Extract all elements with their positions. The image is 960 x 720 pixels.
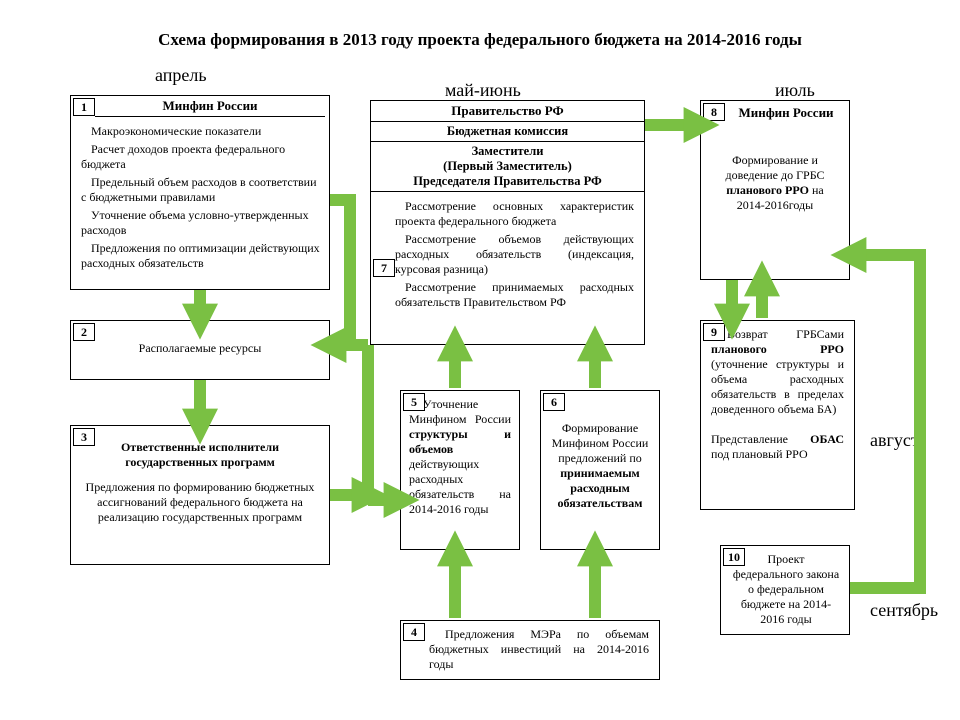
node-7-p2: Рассмотрение объемов действующих расходн… [395,232,634,277]
node-7-h3b: (Первый Заместитель) [375,159,640,174]
node-7-p3: Рассмотрение принимаемых расходных обяза… [395,280,634,310]
node-1-number: 1 [73,98,95,116]
node-7-body: Рассмотрение основных характеристик прое… [371,192,644,317]
node-7-h3a: Заместители [375,144,640,159]
node-8-number: 8 [703,103,725,121]
node-7-h2: Бюджетная комиссия [371,122,644,142]
node-8-title: Минфин России [727,103,845,123]
node-3-text: Предложения по формированию бюджетных ас… [83,480,317,525]
node-4-number: 4 [403,623,425,641]
node-8: 8 Минфин России Формирование и доведение… [700,100,850,280]
node-3-number: 3 [73,428,95,446]
node-3-body: Ответственные исполнители государственны… [71,426,329,533]
node-6-number: 6 [543,393,565,411]
node-1-title: Минфин России [95,96,325,117]
node-7: Правительство РФ Бюджетная комиссия Заме… [370,100,645,345]
node-9-number: 9 [703,323,725,341]
node-1-body: Макроэкономические показателиРасчет дохо… [71,117,329,278]
node-10-number: 10 [723,548,745,566]
node-9: 9 Возврат ГРБСами планового РРО (уточнен… [700,320,855,510]
month-september: сентябрь [870,600,938,621]
node-4: 4 Предложения МЭРа по объемам бюджетных … [400,620,660,680]
node-2-number: 2 [73,323,95,341]
node-1: 1 Минфин России Макроэкономические показ… [70,95,330,290]
month-mayjune: май-июнь [445,80,521,101]
node-3: 3 Ответственные исполнители государствен… [70,425,330,565]
node-7-h1: Правительство РФ [371,101,644,122]
node-7-p1: Рассмотрение основных характеристик прое… [395,199,634,229]
node-2-text: Располагаемые ресурсы [71,321,329,356]
node-7-h3c: Председателя Правительства РФ [375,174,640,189]
node-3-title: Ответственные исполнители государственны… [83,440,317,470]
page-title: Схема формирования в 2013 году проекта ф… [0,30,960,50]
month-july: июль [775,80,815,101]
node-7-h3: Заместители (Первый Заместитель) Председ… [371,142,644,192]
diagram-stage: Схема формирования в 2013 году проекта ф… [0,0,960,720]
node-5-number: 5 [403,393,425,411]
node-10: 10 Проект федерального закона о федераль… [720,545,850,635]
month-august: август [870,430,919,451]
month-april: апрель [155,65,207,86]
node-8-text: Формирование и доведение до ГРБС планово… [701,123,849,219]
node-9-text: Возврат ГРБСами планового РРО (уточнение… [701,321,854,468]
node-6: 6 Формирование Минфином России предложен… [540,390,660,550]
node-5: 5 Уточнение Минфином России структуры и … [400,390,520,550]
node-7-number: 7 [373,259,395,277]
node-2: 2 Располагаемые ресурсы [70,320,330,380]
node-4-text: Предложения МЭРа по объемам бюджетных ин… [401,621,659,678]
